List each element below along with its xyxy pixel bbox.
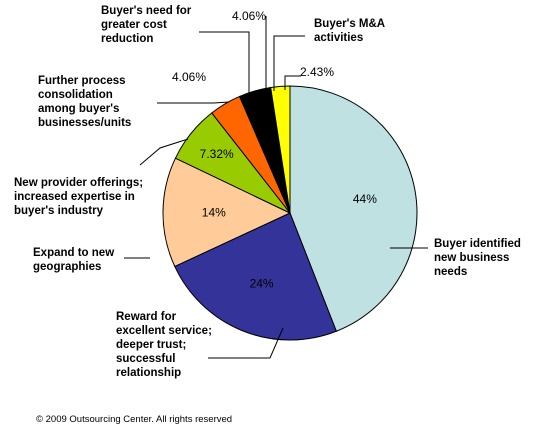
pie-slice-label-1: 24% xyxy=(250,277,274,291)
label-reward: Reward for excellent service; deeper tru… xyxy=(116,311,212,379)
label-geographies: Expand to new geographies xyxy=(33,247,115,273)
pie-slice-label-3: 7.32% xyxy=(200,147,234,161)
leader-line-cost xyxy=(199,31,250,93)
leader-line-consolidation xyxy=(157,101,230,104)
leader-line-offerings xyxy=(139,138,189,166)
pie-slice-0 xyxy=(289,85,418,332)
pie-slice-6 xyxy=(270,85,291,214)
pie-inner-labels: 44% 24% 14% 7.32% xyxy=(200,147,378,291)
leader-line-ma-c xyxy=(284,75,301,90)
label-buyer-needs: Buyer identified new business needs xyxy=(434,238,521,278)
pie-slice-label-2: 14% xyxy=(202,206,226,220)
label-cost: Buyer's need for greater cost reduction xyxy=(101,5,192,45)
pie-slice-2 xyxy=(162,157,292,268)
pie-slice-label-0: 44% xyxy=(353,192,377,206)
copyright-footer: © 2009 Outsourcing Center. All rights re… xyxy=(36,414,233,425)
label-ma: Buyer's M&A activities xyxy=(314,18,385,44)
pie-slice-1 xyxy=(174,212,337,341)
label-offerings: New provider offerings; increased expert… xyxy=(14,177,144,217)
pie-slices xyxy=(162,85,418,341)
leader-line-reward xyxy=(208,327,284,359)
label-consolidation: Further process consolidation among buye… xyxy=(38,75,132,129)
leader-line-ma-b xyxy=(273,35,305,91)
pct-cost: 4.06% xyxy=(232,9,267,23)
pct-ma: 2.43% xyxy=(300,65,335,79)
leader-lines xyxy=(124,16,428,359)
pct-consolidation: 4.06% xyxy=(172,70,207,84)
